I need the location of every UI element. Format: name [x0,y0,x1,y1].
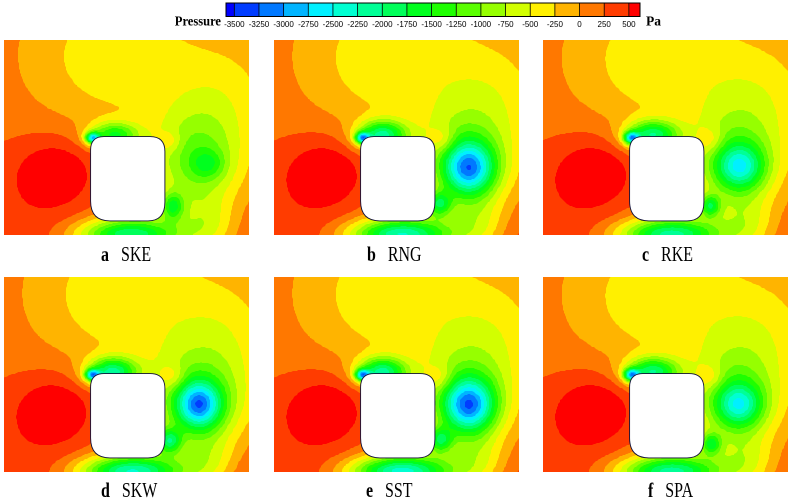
svg-text:-3250: -3250 [249,20,270,29]
svg-text:-2750: -2750 [298,20,319,29]
svg-text:500: 500 [622,20,636,29]
svg-text:-500: -500 [522,20,539,29]
svg-text:-2250: -2250 [347,20,368,29]
svg-text:250: 250 [598,20,612,29]
svg-text:-250: -250 [547,20,564,29]
svg-text:-1250: -1250 [446,20,467,29]
svg-text:-3000: -3000 [273,20,294,29]
svg-text:Pressure: Pressure [175,13,221,29]
svg-text:0: 0 [577,20,582,29]
svg-text:-3500: -3500 [224,20,245,29]
svg-text:-2500: -2500 [323,20,344,29]
svg-text:-1750: -1750 [397,20,418,29]
svg-text:-1000: -1000 [471,20,492,29]
svg-text:-2000: -2000 [372,20,393,29]
svg-text:Pa: Pa [646,14,661,29]
svg-text:-1500: -1500 [421,20,442,29]
svg-text:-750: -750 [498,20,515,29]
